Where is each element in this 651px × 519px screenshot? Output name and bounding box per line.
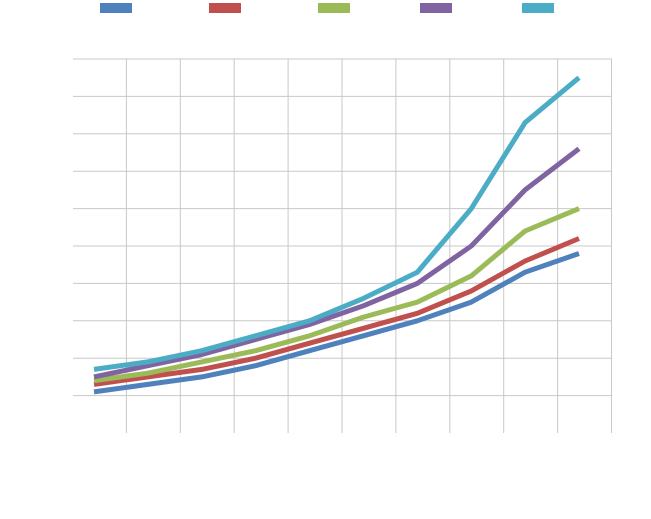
legend-swatch-5 [522,3,554,13]
legend-swatch-1 [100,3,132,13]
legend-swatch-4 [420,3,452,13]
legend-swatch-3 [318,3,350,13]
series-line-4 [93,146,581,380]
legend-swatch-2 [209,3,241,13]
series-line-5 [93,75,581,372]
series-line-2 [93,236,580,387]
series-line-1 [93,251,580,395]
series-line-3 [93,206,580,384]
series-lines [93,75,581,395]
legend [100,3,554,13]
